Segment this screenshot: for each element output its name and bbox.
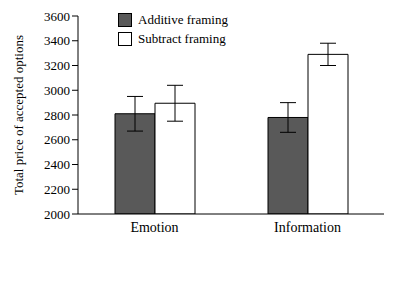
svg-text:3600: 3600 [44, 9, 70, 24]
svg-text:2400: 2400 [44, 157, 70, 172]
html-text:Additive framing: Additive framing [138, 12, 228, 27]
svg-text:2800: 2800 [44, 108, 70, 123]
svg-text:2600: 2600 [44, 132, 70, 147]
svg-text:3200: 3200 [44, 58, 70, 73]
svg-text:3400: 3400 [44, 33, 70, 48]
svg-text:Emotion: Emotion [130, 220, 178, 235]
svg-text:2200: 2200 [44, 182, 70, 197]
svg-text:Information: Information [274, 220, 341, 235]
html-text:Subtract framing: Subtract framing [138, 31, 226, 46]
svg-text:2000: 2000 [44, 207, 70, 222]
svg-text:3000: 3000 [44, 83, 70, 98]
svg-text:Total price of accepted option: Total price of accepted options [11, 35, 26, 195]
